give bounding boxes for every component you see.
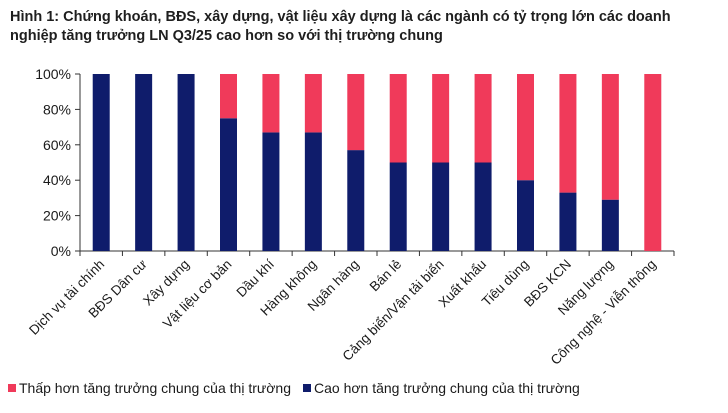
legend-label: Thấp hơn tăng trưởng chung của thị trườn… — [19, 380, 291, 396]
bar-higher — [559, 192, 577, 251]
legend-swatch — [8, 384, 16, 392]
y-tick-label: 20% — [43, 208, 71, 224]
bar-higher — [177, 74, 195, 251]
bar-higher — [304, 132, 322, 251]
bars — [92, 74, 662, 251]
bar-higher — [389, 162, 407, 251]
bar-higher — [474, 162, 492, 251]
bar-higher — [601, 199, 619, 251]
bar-higher — [135, 74, 153, 251]
bar-lower — [517, 74, 534, 181]
y-tick-label: 40% — [43, 172, 71, 188]
bar-lower — [474, 74, 492, 163]
bar-lower — [304, 74, 322, 133]
bar-higher — [262, 132, 280, 251]
category-label: Dịch vụ tài chính — [26, 257, 107, 338]
legend-swatch — [303, 384, 311, 392]
bar-lower — [262, 74, 280, 133]
bar-lower — [432, 74, 450, 163]
y-tick-label: 0% — [51, 243, 71, 259]
bar-lower — [389, 74, 407, 163]
bar-lower — [220, 74, 237, 119]
y-tick-label: 80% — [43, 101, 71, 117]
bar-lower — [644, 74, 662, 251]
category-label: Bán lẻ — [367, 257, 405, 295]
legend-label: Cao hơn tăng trưởng chung của thị trường — [314, 380, 580, 396]
bar-higher — [220, 118, 237, 251]
y-tick-label: 60% — [43, 137, 71, 153]
bar-lower — [559, 74, 577, 193]
figure-title: Hình 1: Chứng khoán, BĐS, xây dựng, vật … — [10, 9, 671, 44]
legend: Thấp hơn tăng trưởng chung của thị trườn… — [8, 380, 580, 396]
bar-higher — [92, 74, 110, 251]
y-tick-label: 100% — [35, 66, 71, 82]
bar-higher — [432, 162, 450, 251]
bar-lower — [601, 74, 619, 200]
bar-higher — [347, 150, 365, 251]
bar-higher — [517, 180, 534, 251]
bar-lower — [347, 74, 365, 151]
